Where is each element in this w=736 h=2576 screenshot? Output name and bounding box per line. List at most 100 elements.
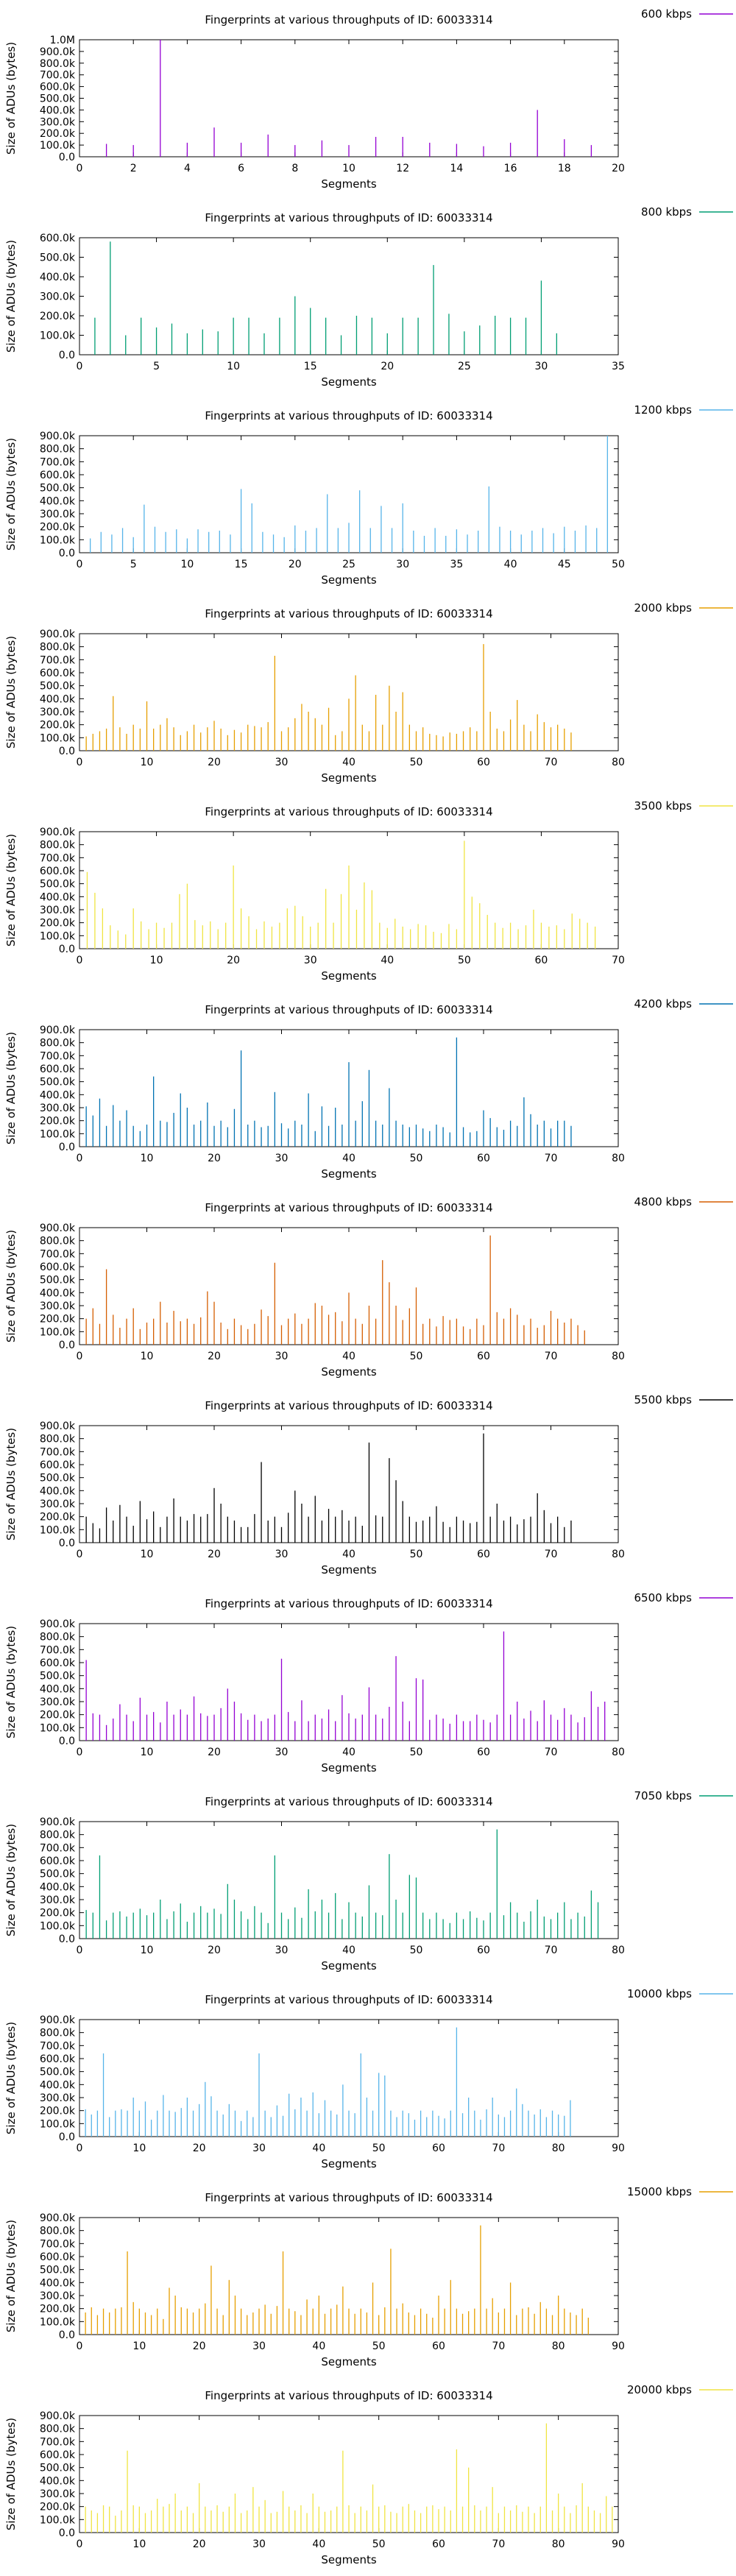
- y-tick-label: 400.0k: [40, 2475, 76, 2487]
- y-tick-label: 0.0: [59, 350, 75, 361]
- x-tick-label: 80: [612, 1351, 625, 1362]
- x-tick-label: 0: [77, 1351, 83, 1362]
- x-tick-label: 0: [77, 361, 83, 372]
- y-tick-label: 900.0k: [40, 1025, 76, 1036]
- legend-label: 5500 kbps: [634, 1393, 693, 1406]
- x-tick-label: 0: [77, 2538, 83, 2550]
- y-tick-label: 300.0k: [40, 1498, 76, 1510]
- y-tick-label: 400.0k: [40, 2079, 76, 2091]
- x-tick-label: 60: [432, 2340, 445, 2352]
- chart-panel: Fingerprints at various throughputs of I…: [0, 2178, 736, 2376]
- y-tick-label: 100.0k: [40, 2316, 76, 2328]
- chart-title: Fingerprints at various throughputs of I…: [205, 1597, 492, 1610]
- y-tick-label: 500.0k: [40, 2265, 76, 2276]
- x-tick-label: 10: [132, 2142, 146, 2154]
- y-tick-label: 100.0k: [40, 1128, 76, 1140]
- chart-title: Fingerprints at various throughputs of I…: [205, 211, 492, 224]
- y-tick-label: 900.0k: [40, 827, 76, 838]
- x-tick-label: 10: [141, 1549, 154, 1560]
- y-tick-label: 600.0k: [40, 1459, 76, 1471]
- x-tick-label: 60: [432, 2142, 445, 2154]
- x-tick-label: 10: [132, 2340, 146, 2352]
- x-tick-label: 10: [141, 1747, 154, 1758]
- chart-panel: Fingerprints at various throughputs of I…: [0, 1188, 736, 1386]
- y-tick-label: 900.0k: [40, 1222, 76, 1234]
- x-tick-label: 70: [545, 757, 558, 768]
- x-tick-label: 50: [612, 559, 625, 570]
- x-tick-label: 20: [208, 757, 221, 768]
- x-axis-label: Segments: [321, 1563, 377, 1577]
- y-tick-label: 100.0k: [40, 140, 76, 152]
- x-tick-label: 80: [612, 1747, 625, 1758]
- y-tick-label: 200.0k: [40, 2106, 76, 2117]
- x-tick-label: 10: [342, 163, 355, 174]
- x-tick-label: 50: [372, 2340, 386, 2352]
- x-tick-label: 80: [552, 2538, 565, 2550]
- x-tick-label: 25: [458, 361, 471, 372]
- x-tick-label: 30: [275, 1549, 289, 1560]
- y-tick-label: 600.0k: [40, 2449, 76, 2461]
- x-tick-label: 30: [275, 1153, 289, 1164]
- y-tick-label: 600.0k: [40, 233, 76, 244]
- y-tick-label: 400.0k: [40, 1089, 76, 1101]
- chart-panel: Fingerprints at various throughputs of I…: [0, 792, 736, 990]
- x-tick-label: 30: [304, 955, 317, 966]
- x-tick-label: 35: [450, 559, 463, 570]
- x-tick-label: 0: [77, 2142, 83, 2154]
- x-tick-label: 30: [275, 1351, 289, 1362]
- y-tick-label: 400.0k: [40, 891, 76, 903]
- x-tick-label: 70: [545, 1747, 558, 1758]
- x-tick-label: 6: [238, 163, 244, 174]
- y-axis-label: Size of ADUs (bytes): [4, 1824, 18, 1936]
- y-tick-label: 700.0k: [40, 1050, 76, 1062]
- chart-svg: Fingerprints at various throughputs of I…: [4, 1789, 733, 1972]
- x-axis-label: Segments: [321, 177, 377, 191]
- y-tick-label: 300.0k: [40, 116, 76, 128]
- x-tick-label: 30: [275, 757, 289, 768]
- y-axis-label: Size of ADUs (bytes): [4, 834, 18, 946]
- y-tick-label: 300.0k: [40, 707, 76, 718]
- chart-svg: Fingerprints at various throughputs of I…: [4, 403, 733, 587]
- y-tick-label: 600.0k: [40, 2251, 76, 2263]
- x-tick-label: 60: [477, 757, 490, 768]
- y-tick-label: 0.0: [59, 1142, 75, 1153]
- x-axis-label: Segments: [321, 1761, 377, 1774]
- x-tick-label: 30: [252, 2142, 266, 2154]
- chart-panel: Fingerprints at various throughputs of I…: [0, 1584, 736, 1782]
- x-tick-label: 10: [141, 1153, 154, 1164]
- chart-title: Fingerprints at various throughputs of I…: [205, 2389, 492, 2402]
- y-tick-label: 200.0k: [40, 311, 76, 322]
- y-tick-label: 0.0: [59, 2131, 75, 2143]
- x-tick-label: 10: [141, 1351, 154, 1362]
- x-axis-label: Segments: [321, 1167, 377, 1181]
- y-tick-label: 200.0k: [40, 522, 76, 534]
- y-tick-label: 600.0k: [40, 1262, 76, 1273]
- chart-title: Fingerprints at various throughputs of I…: [205, 805, 492, 818]
- y-tick-label: 100.0k: [40, 1920, 76, 1932]
- y-tick-label: 100.0k: [40, 930, 76, 942]
- x-tick-label: 70: [545, 1153, 558, 1164]
- x-tick-label: 50: [458, 955, 471, 966]
- y-tick-label: 0.0: [59, 2329, 75, 2341]
- x-tick-label: 8: [291, 163, 298, 174]
- y-tick-label: 500.0k: [40, 2067, 76, 2078]
- y-tick-label: 300.0k: [40, 1696, 76, 1708]
- y-tick-label: 200.0k: [40, 1116, 76, 1128]
- x-tick-label: 30: [252, 2340, 266, 2352]
- x-tick-label: 20: [193, 2538, 206, 2550]
- x-tick-label: 40: [504, 559, 517, 570]
- x-tick-label: 0: [77, 1747, 83, 1758]
- y-tick-label: 600.0k: [40, 470, 76, 481]
- y-tick-label: 400.0k: [40, 1287, 76, 1299]
- y-tick-label: 500.0k: [40, 681, 76, 693]
- y-tick-label: 600.0k: [40, 668, 76, 679]
- legend-label: 1200 kbps: [634, 403, 693, 417]
- x-tick-label: 40: [342, 1747, 355, 1758]
- y-tick-label: 800.0k: [40, 1434, 76, 1446]
- y-tick-label: 700.0k: [40, 852, 76, 864]
- y-tick-label: 200.0k: [40, 2304, 76, 2315]
- y-tick-label: 500.0k: [40, 483, 76, 495]
- y-tick-label: 600.0k: [40, 1657, 76, 1669]
- y-tick-label: 700.0k: [40, 456, 76, 468]
- y-tick-label: 200.0k: [40, 1710, 76, 1722]
